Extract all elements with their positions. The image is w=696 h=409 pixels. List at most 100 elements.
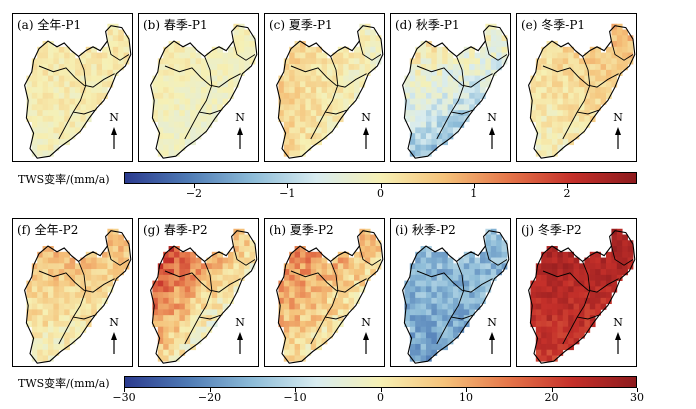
grid-cell [458,87,465,94]
grid-cell [404,75,411,82]
grid-cell [420,355,427,362]
grid-cell [294,81,301,88]
grid-cell [420,251,427,258]
grid-cell [190,104,196,111]
grid-cell [305,332,312,339]
grid-cell [294,150,301,157]
map-svg [24,23,132,159]
grid-cell [283,292,290,299]
grid-cell [541,110,547,117]
grid-cell [37,355,43,362]
grid-cell [600,52,607,59]
grid-cell [163,315,169,322]
grid-cell [463,309,470,316]
grid-cell [168,269,175,276]
grid-cell [606,263,612,270]
grid-cell [579,92,585,100]
grid-cell [458,280,465,287]
grid-cell [337,81,344,88]
grid-cell [348,87,355,94]
grid-cell [562,81,569,88]
grid-cell [453,269,459,276]
grid-cell [294,286,301,293]
grid-cell [453,58,459,65]
grid-cell [222,98,229,105]
grid-cell [69,69,76,76]
grid-cell [496,257,502,264]
grid-cell [300,332,306,339]
grid-cell [294,343,301,351]
grid-cell [91,81,97,88]
grid-cell [359,46,366,53]
grid-cell [409,274,416,281]
grid-cell [316,98,322,105]
grid-cell [157,297,164,305]
grid-cell [622,246,628,253]
grid-cell [174,81,180,88]
grid-cell [589,292,596,299]
grid-cell [584,297,591,305]
province-border [358,245,382,266]
grid-cell [600,286,607,293]
grid-cell [447,115,454,123]
province-border [582,56,591,86]
grid-cell [552,87,558,94]
grid-cell [415,144,421,151]
grid-cell [238,41,245,48]
grid-cell [485,240,492,247]
grid-cell [48,280,54,287]
grid-cell [179,138,186,146]
grid-cell [535,355,542,362]
arrow-shape [111,127,117,149]
grid-cell [611,75,618,82]
map-svg [150,228,258,364]
grid-cell [541,104,547,111]
grid-cell [557,138,564,146]
grid-cell [321,133,328,140]
grid-cell [211,303,218,310]
grid-cell [31,309,38,316]
grid-cell [573,286,580,293]
grid-cell [179,269,186,276]
grid-cell [431,133,438,140]
grid-cell [622,269,628,276]
grid-cell [579,303,585,310]
grid-cell [589,104,596,111]
grid-cell [359,240,366,247]
grid-cell [195,52,202,59]
grid-cell [289,58,295,65]
grid-cell [458,110,465,117]
grid-cell [535,326,542,333]
grid-cell [404,297,411,305]
grid-cell [289,309,295,316]
grid-cell [48,251,54,258]
grid-cell [622,263,628,270]
grid-cell [409,332,416,339]
grid-cell [283,355,290,362]
grid-cell [310,297,317,305]
grid-cell [64,58,70,65]
grid-cell [546,150,553,157]
grid-cell [568,309,574,316]
grid-cell [595,92,601,100]
grid-cell [174,121,180,128]
grid-cell [359,263,366,270]
grid-cell [552,343,558,351]
grid-cell [404,115,411,123]
grid-cell [168,115,175,123]
grid-cell [409,263,416,270]
grid-cell [485,263,492,270]
grid-cell [447,75,454,82]
grid-cell [157,144,164,151]
grid-cell [305,133,312,140]
grid-cell [354,58,360,65]
grid-cell [118,46,124,53]
grid-cell [321,338,328,345]
grid-cell [80,121,87,128]
grid-cell [568,46,574,53]
map-panel-6: (f) 全年-P2 N [12,218,133,367]
grid-cell [201,292,207,299]
grid-cell [415,75,421,82]
grid-cell [112,234,119,241]
grid-cell [490,64,497,71]
